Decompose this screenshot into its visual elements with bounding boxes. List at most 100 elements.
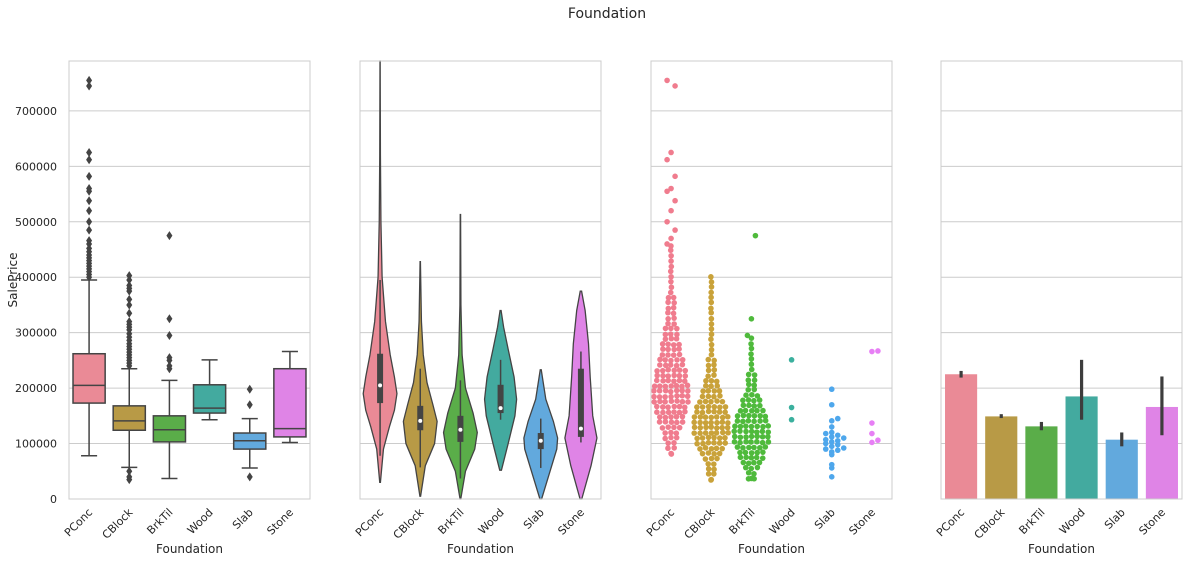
axes-frame: [68, 60, 311, 500]
swarm-point: [665, 445, 671, 452]
x-tick-label: PConc: [62, 506, 95, 539]
swarm-point: [662, 399, 668, 405]
swarm-point: [743, 392, 749, 398]
swarm-point: [716, 435, 723, 441]
swarm-point: [665, 352, 671, 358]
x-tick-label: CBlock: [391, 505, 427, 541]
swarm-point: [731, 428, 738, 435]
swarm-point: [732, 423, 738, 430]
swarm-point: [699, 393, 706, 400]
swarm-point: [654, 372, 660, 379]
swarm-point: [754, 423, 761, 430]
swarm-point: [664, 218, 670, 225]
swarm-point: [708, 315, 715, 322]
swarm-point: [757, 412, 763, 419]
swarm-point: [724, 424, 731, 431]
swarm-point: [711, 471, 717, 477]
swarm-point: [828, 401, 835, 408]
swarm-point: [840, 445, 847, 451]
swarm-point: [762, 444, 769, 450]
box-flier: [246, 400, 253, 410]
swarm-point: [753, 429, 760, 435]
swarm-point: [822, 430, 829, 437]
swarm-point: [710, 461, 717, 467]
swarm-point: [657, 356, 663, 363]
x-tick-label: Stone: [846, 506, 878, 538]
swarm-point: [662, 394, 668, 400]
swarm-point: [670, 342, 677, 348]
bar-BrkTil: [1025, 426, 1058, 499]
swarm-point: [751, 413, 758, 419]
box-flier: [166, 231, 173, 241]
swarm-point: [679, 361, 686, 368]
swarm-point: [716, 409, 723, 415]
swarm-point: [672, 227, 678, 233]
swarm-point: [748, 475, 755, 482]
swarm-point: [719, 445, 726, 452]
swarm-point: [691, 430, 698, 436]
swarm-point: [711, 451, 717, 457]
swarm-point: [834, 432, 841, 439]
box-flier: [86, 196, 93, 206]
swarm-point: [702, 419, 709, 426]
swarm-point: [699, 450, 706, 457]
swarm-point: [671, 378, 677, 384]
swarm-point: [708, 419, 714, 426]
swarm-point: [667, 362, 674, 368]
violin-median: [418, 418, 423, 423]
swarm-point: [759, 428, 766, 435]
x-tick-label: PConc: [353, 506, 386, 539]
swarm-point: [828, 474, 835, 480]
swarm-point: [737, 454, 744, 461]
swarm-point: [748, 423, 755, 430]
swarm-point: [752, 232, 759, 239]
swarm-point: [668, 252, 674, 259]
swarm-point: [714, 383, 721, 389]
swarm-point: [708, 476, 715, 483]
swarm-point: [745, 469, 752, 476]
swarm-point: [828, 418, 835, 424]
swarm-point: [713, 445, 720, 452]
swarm-point: [737, 428, 743, 434]
box-flier: [86, 184, 93, 194]
swarm-point: [737, 449, 743, 456]
x-tick-label: Slab: [230, 506, 256, 532]
swarm-point: [705, 367, 712, 374]
swarm-point: [671, 300, 677, 306]
swarm-point: [740, 444, 746, 451]
swarm-point: [745, 377, 752, 383]
swarm-point: [673, 335, 680, 342]
swarm-point: [672, 173, 678, 180]
swarm-point: [708, 398, 714, 405]
swarm-point: [668, 335, 675, 342]
swarm-point: [722, 404, 729, 410]
swarm-point: [665, 440, 671, 446]
swarm-point: [875, 348, 881, 354]
violin-iqr: [577, 368, 584, 437]
violin-median: [578, 426, 583, 431]
violin-iqr: [377, 353, 384, 404]
swarm-point: [719, 414, 726, 421]
box-flier: [126, 308, 133, 318]
swarm-point: [705, 373, 711, 379]
swarm-point: [708, 383, 714, 390]
swarm-point: [740, 459, 747, 466]
swarm-point: [748, 433, 755, 440]
swarm-point: [662, 331, 669, 338]
swarm-point: [674, 393, 680, 399]
swarm-point: [751, 386, 758, 393]
swarm-point: [708, 284, 715, 290]
swarm-point: [668, 450, 674, 457]
swarm-point: [708, 445, 715, 452]
swarm-point: [705, 439, 712, 446]
x-axis-label: Foundation: [447, 542, 514, 556]
swarm-point: [679, 398, 686, 405]
swarm-point: [713, 378, 720, 385]
swarm-point: [668, 398, 675, 404]
swarm-point: [737, 408, 744, 414]
swarm-point: [722, 409, 728, 415]
swarm-point: [656, 388, 663, 394]
swarm-point: [705, 388, 712, 394]
swarm-point: [748, 316, 755, 322]
